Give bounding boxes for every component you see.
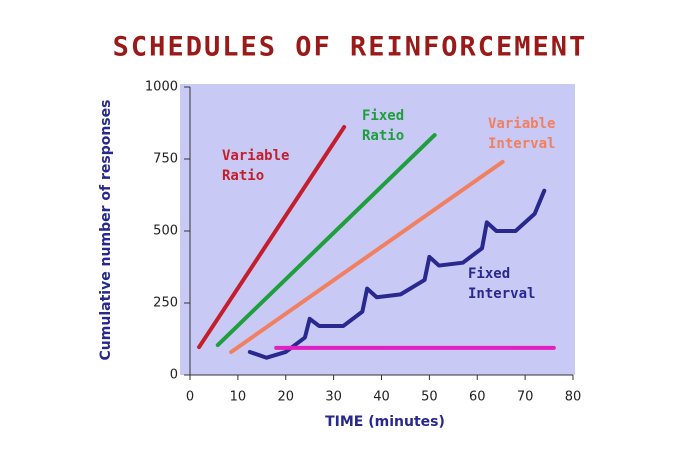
x-tick-label: 30 <box>325 390 342 405</box>
series-line <box>197 125 347 350</box>
y-tick-label: 1000 <box>145 80 178 95</box>
y-tick-label: 750 <box>153 152 178 167</box>
x-tick-label: 50 <box>421 390 438 405</box>
y-tick-label: 500 <box>153 224 178 239</box>
x-tick-label: 10 <box>230 390 247 405</box>
y-tick-label: 250 <box>153 296 178 311</box>
chart-title: SCHEDULES OF REINFORCEMENT <box>113 32 588 63</box>
x-tick-label: 0 <box>186 390 194 405</box>
series-label: Variable Ratio <box>222 148 290 184</box>
y-axis-label: Cumulative number of responses <box>98 100 114 361</box>
series-line <box>215 133 437 348</box>
x-tick-label: 20 <box>277 390 294 405</box>
series-line <box>247 188 547 360</box>
series-label: Fixed Ratio <box>362 108 405 144</box>
y-tick-label: 0 <box>170 368 178 383</box>
x-axis-label: TIME (minutes) <box>325 414 445 430</box>
x-tick-label: 70 <box>517 390 534 405</box>
x-tick-label: 40 <box>373 390 390 405</box>
series-line <box>229 159 505 354</box>
series-label: Fixed Interval <box>468 266 536 302</box>
x-tick-label: 80 <box>565 390 582 405</box>
series-label: Variable Interval <box>488 116 556 152</box>
x-tick-label: 60 <box>469 390 486 405</box>
